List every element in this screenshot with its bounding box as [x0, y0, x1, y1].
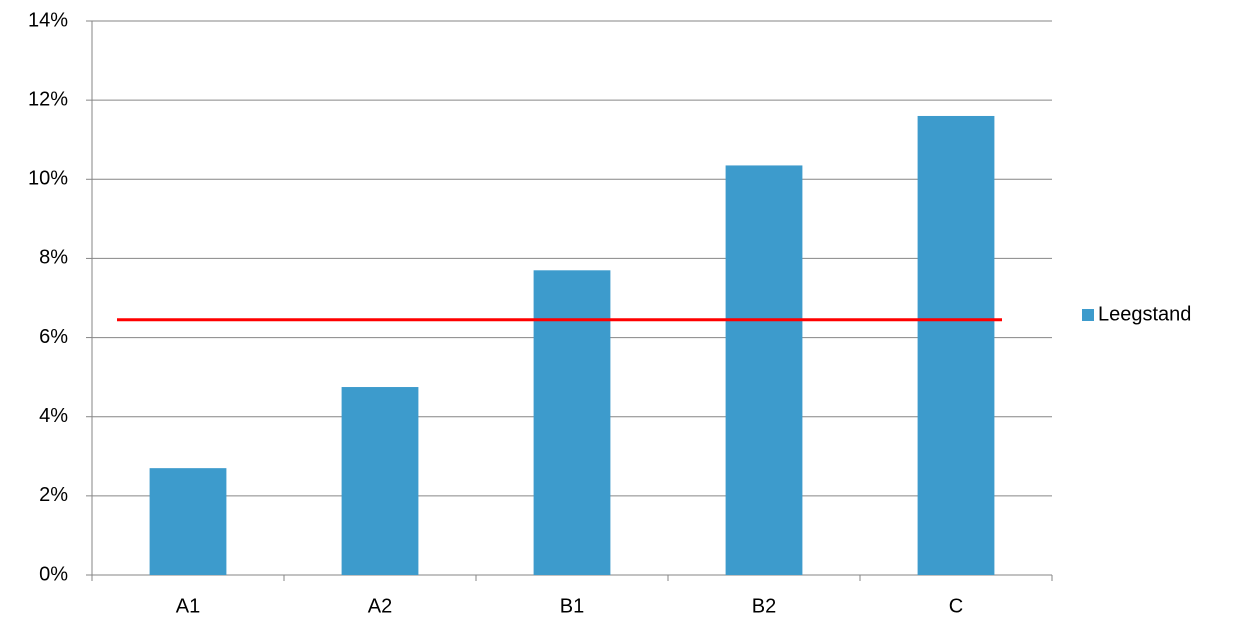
y-tick-label: 12% [28, 88, 68, 110]
y-tick-label: 8% [39, 247, 68, 269]
legend-swatch [1082, 309, 1094, 321]
legend-label: Leegstand [1098, 303, 1191, 325]
y-tick-label: 6% [39, 326, 68, 348]
x-tick-label: C [949, 595, 963, 617]
y-tick-label: 2% [39, 484, 68, 506]
bar [533, 270, 611, 575]
y-tick-label: 0% [39, 563, 68, 585]
x-tick-label: A1 [176, 595, 200, 617]
x-tick-label: B2 [752, 595, 776, 617]
y-tick-label: 4% [39, 405, 68, 427]
bar [917, 115, 995, 575]
x-tick-label: B1 [560, 595, 584, 617]
bar [725, 165, 803, 575]
bar [341, 387, 419, 575]
y-tick-label: 10% [28, 168, 68, 190]
x-tick-label: A2 [368, 595, 392, 617]
y-tick-label: 14% [28, 9, 68, 31]
bar [149, 468, 227, 575]
